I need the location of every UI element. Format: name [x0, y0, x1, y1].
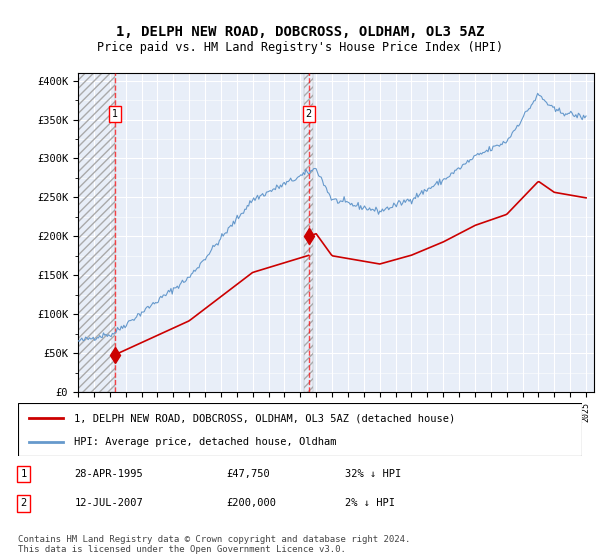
Text: HPI: Average price, detached house, Oldham: HPI: Average price, detached house, Oldh…	[74, 436, 337, 446]
Text: 32% ↓ HPI: 32% ↓ HPI	[345, 469, 401, 479]
Text: £200,000: £200,000	[227, 498, 277, 508]
FancyBboxPatch shape	[18, 403, 582, 456]
Text: 1: 1	[20, 469, 27, 479]
Text: 2: 2	[20, 498, 27, 508]
Text: Price paid vs. HM Land Registry's House Price Index (HPI): Price paid vs. HM Land Registry's House …	[97, 41, 503, 54]
Text: 2: 2	[305, 109, 312, 119]
Text: 1, DELPH NEW ROAD, DOBCROSS, OLDHAM, OL3 5AZ: 1, DELPH NEW ROAD, DOBCROSS, OLDHAM, OL3…	[116, 25, 484, 39]
Text: 28-APR-1995: 28-APR-1995	[74, 469, 143, 479]
Text: Contains HM Land Registry data © Crown copyright and database right 2024.
This d: Contains HM Land Registry data © Crown c…	[18, 535, 410, 554]
Text: £47,750: £47,750	[227, 469, 271, 479]
Text: 1, DELPH NEW ROAD, DOBCROSS, OLDHAM, OL3 5AZ (detached house): 1, DELPH NEW ROAD, DOBCROSS, OLDHAM, OL3…	[74, 413, 455, 423]
Text: 1: 1	[112, 109, 118, 119]
Text: 12-JUL-2007: 12-JUL-2007	[74, 498, 143, 508]
Text: 2% ↓ HPI: 2% ↓ HPI	[345, 498, 395, 508]
